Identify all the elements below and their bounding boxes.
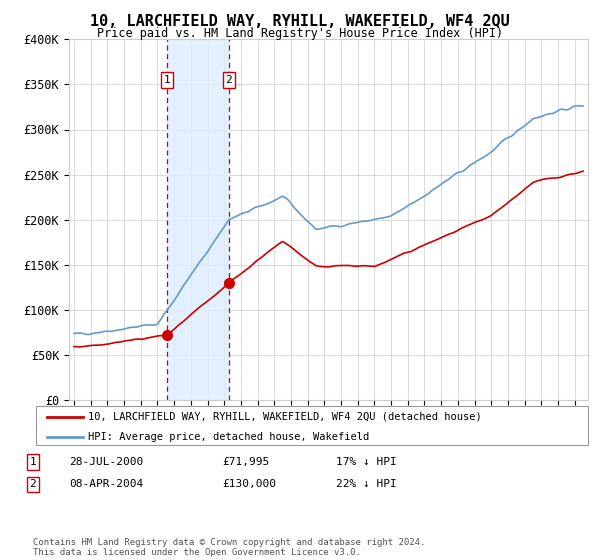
Text: Price paid vs. HM Land Registry's House Price Index (HPI): Price paid vs. HM Land Registry's House … <box>97 27 503 40</box>
Text: 08-APR-2004: 08-APR-2004 <box>69 479 143 489</box>
Bar <box>167 39 229 400</box>
Text: 1: 1 <box>164 75 170 85</box>
Text: £130,000: £130,000 <box>222 479 276 489</box>
Text: £71,995: £71,995 <box>222 457 269 467</box>
Text: Contains HM Land Registry data © Crown copyright and database right 2024.
This d: Contains HM Land Registry data © Crown c… <box>33 538 425 557</box>
Text: 28-JUL-2000: 28-JUL-2000 <box>69 457 143 467</box>
FancyBboxPatch shape <box>36 406 588 445</box>
Text: 22% ↓ HPI: 22% ↓ HPI <box>336 479 397 489</box>
Text: HPI: Average price, detached house, Wakefield: HPI: Average price, detached house, Wake… <box>88 432 370 442</box>
Text: 10, LARCHFIELD WAY, RYHILL, WAKEFIELD, WF4 2QU: 10, LARCHFIELD WAY, RYHILL, WAKEFIELD, W… <box>90 14 510 29</box>
Text: 2: 2 <box>226 75 232 85</box>
Text: 2: 2 <box>29 479 37 489</box>
Text: 1: 1 <box>29 457 37 467</box>
Text: 10, LARCHFIELD WAY, RYHILL, WAKEFIELD, WF4 2QU (detached house): 10, LARCHFIELD WAY, RYHILL, WAKEFIELD, W… <box>88 412 482 422</box>
Text: 17% ↓ HPI: 17% ↓ HPI <box>336 457 397 467</box>
